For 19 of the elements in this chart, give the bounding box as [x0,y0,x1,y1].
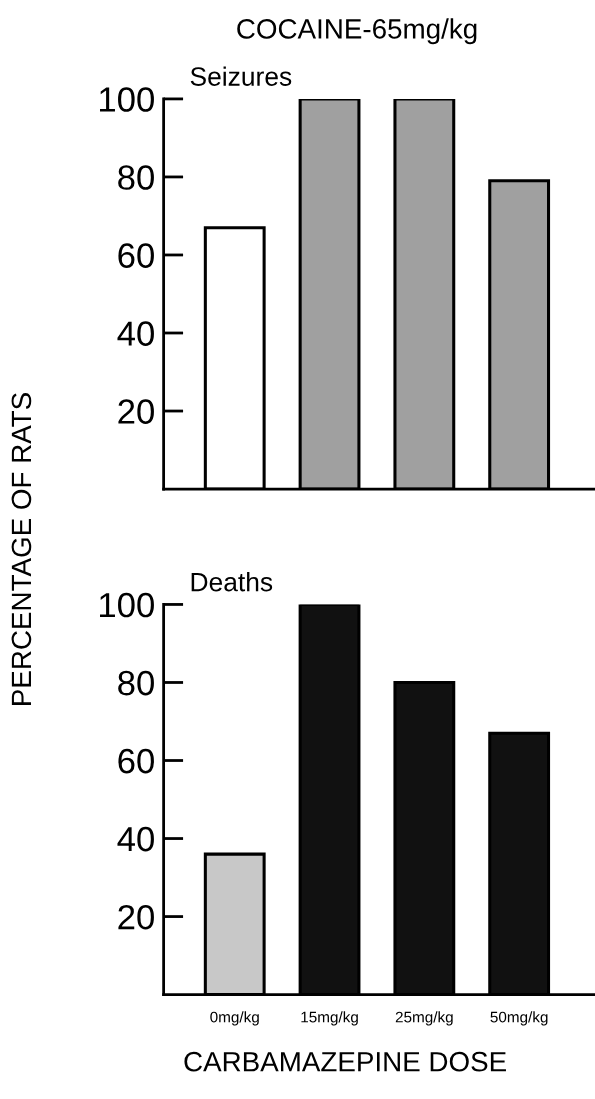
y-tick-label: 60 [118,243,154,268]
y-tick-label: 100 [100,87,154,112]
y-tick-label: 100 [100,592,154,618]
y-tick-label: 60 [118,748,154,774]
chart-subtitle: Seizures [190,66,292,86]
x-tick-label: 0mg/kg [210,1011,259,1026]
y-tick-label: 40 [117,826,154,852]
y-tick-label: 80 [118,670,154,696]
chart-subtitle: Deaths [191,572,273,592]
chart-title: COCAINE-65mg/kg [237,18,477,45]
x-tick-label: 15mg/kg [301,1011,358,1026]
y-axis-title: PERCENTAGE OF RATS [11,393,32,705]
x-tick-label: 50mg/kg [490,1011,548,1026]
y-tick-label: 80 [118,165,154,190]
y-tick-label: 40 [117,321,154,346]
y-tick-label: 20 [118,904,154,930]
y-tick-label: 20 [118,399,154,424]
x-tick-label: 25mg/kg [395,1011,453,1026]
x-axis-title: CARBAMAZEPINE DOSE [184,1051,506,1072]
